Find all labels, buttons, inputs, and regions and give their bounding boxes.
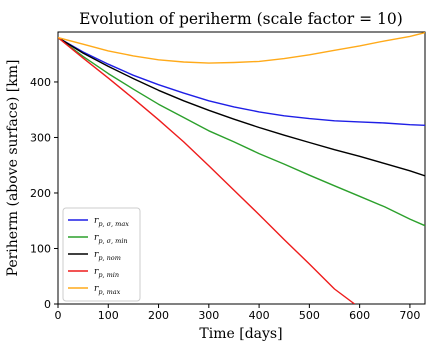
chart-title: Evolution of periherm (scale factor = 10… [79, 10, 403, 28]
y-axis-label: Periherm (above surface) [km] [5, 60, 21, 277]
series-line-5 [58, 32, 425, 64]
series-line-3 [58, 37, 425, 177]
series-line-2 [58, 37, 425, 227]
series-lines [58, 32, 425, 304]
legend-entry-label: rp, σ, max [94, 216, 129, 228]
y-tick-label: 0 [44, 298, 51, 311]
x-tick-label: 100 [98, 309, 119, 322]
x-tick-label: 700 [399, 309, 420, 322]
legend-entry-label: rp, max [94, 284, 121, 296]
x-axis-label: Time [days] [199, 326, 282, 342]
x-tick-label: 0 [55, 309, 62, 322]
x-tick-label: 500 [299, 309, 320, 322]
y-tick-label: 100 [30, 242, 51, 255]
y-tick-label: 300 [30, 131, 51, 144]
legend-entry-label: rp, min [94, 267, 119, 279]
y-tick-label: 200 [30, 187, 51, 200]
x-tick-label: 400 [249, 309, 270, 322]
legend-entry-label: rp, σ, min [94, 233, 128, 245]
x-tick-label: 200 [148, 309, 169, 322]
x-tick-label: 300 [198, 309, 219, 322]
y-axis-ticks: 0 100 200 300 400 [30, 76, 58, 311]
x-axis-ticks: 0 100 200 300 400 500 600 700 [55, 304, 420, 322]
series-line-4 [58, 37, 356, 304]
series-line-1 [58, 36, 425, 126]
legend: rp, σ, max rp, σ, min rp, nom rp, min rp, ma… [62, 207, 141, 302]
legend-box [62, 207, 141, 302]
y-tick-label: 400 [30, 76, 51, 89]
x-tick-label: 600 [349, 309, 370, 322]
legend-entry-label: rp, nom [94, 250, 121, 262]
